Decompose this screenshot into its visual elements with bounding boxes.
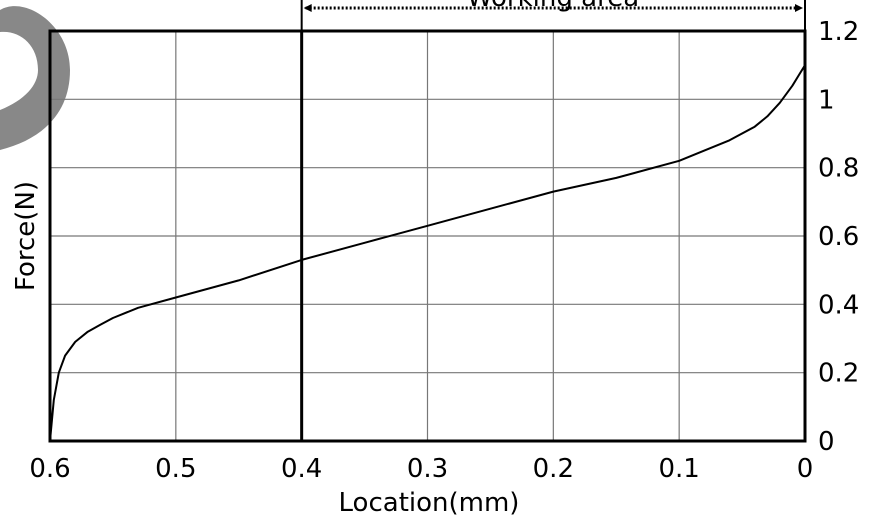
x-tick-label: 0.5 <box>155 454 196 484</box>
y-tick-label: 1.2 <box>818 17 859 47</box>
x-tick-label: 0.6 <box>29 454 70 484</box>
decorative-arc <box>0 6 70 151</box>
x-axis-title: Location(mm) <box>339 488 520 518</box>
plot-frame <box>48 29 807 443</box>
series-line-0 <box>49 64 806 442</box>
x-tick-label: 0.2 <box>533 454 574 484</box>
plot-border <box>48 29 807 443</box>
y-tick-label: 0.6 <box>818 222 859 252</box>
grid <box>0 6 806 442</box>
tick-labels: 0.6 0.5 0.4 0.3 0.2 0.1 00 0.2 0.4 0.6 0.8 1 1.2 <box>29 17 859 484</box>
working-area-annotation: Working area <box>300 0 806 31</box>
working-area-arrow-left <box>303 4 312 12</box>
x-tick-label: 0.3 <box>407 454 448 484</box>
working-area-label: Working area <box>467 0 639 13</box>
x-tick-label: 0 <box>797 454 814 484</box>
y-tick-label: 1 <box>818 85 835 115</box>
x-tick-label: 0.1 <box>658 454 699 484</box>
series-layer <box>49 64 806 442</box>
y-tick-label: 0.4 <box>818 290 859 320</box>
x-tick-label: 0.4 <box>281 454 322 484</box>
y-tick-label: 0 <box>818 427 835 457</box>
y-axis-title: Force(N) <box>11 181 41 291</box>
y-tick-label: 0.8 <box>818 154 859 184</box>
y-tick-label: 0.2 <box>818 359 859 389</box>
working-area-arrow-right <box>795 4 803 12</box>
